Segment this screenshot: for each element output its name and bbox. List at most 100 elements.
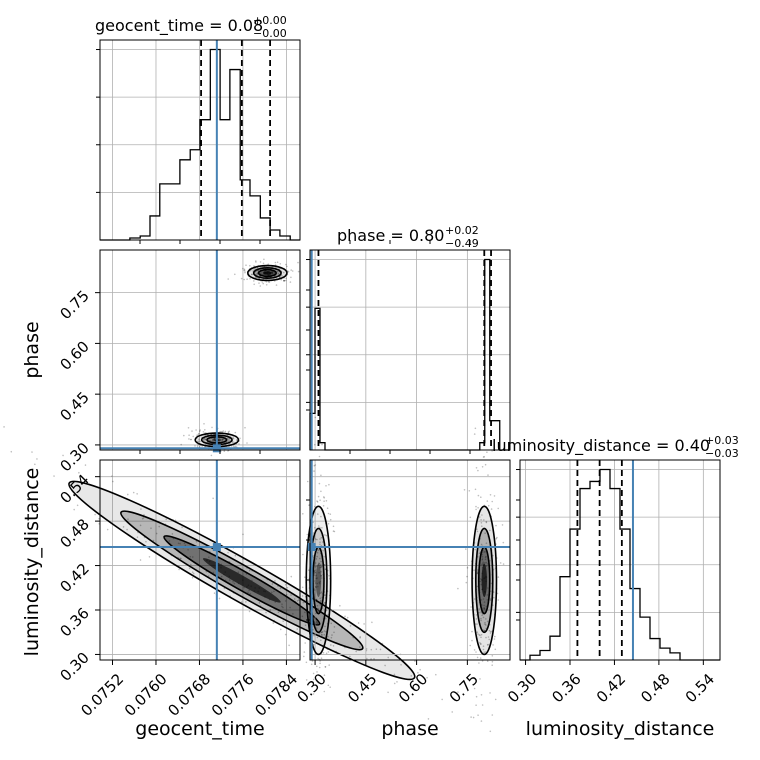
sample-point — [254, 276, 257, 279]
sample-point — [284, 583, 287, 586]
sample-point — [318, 571, 320, 574]
sample-point — [233, 582, 236, 585]
sample-point — [478, 516, 481, 518]
sample-point — [132, 491, 135, 494]
sample-point — [316, 604, 319, 607]
sample-point — [318, 455, 321, 458]
x-axis-label-luminosity-distance: luminosity_distance — [526, 718, 715, 740]
sample-point — [375, 648, 378, 650]
sample-point — [339, 604, 341, 607]
sample-point — [327, 684, 330, 687]
sample-point — [478, 662, 480, 664]
sample-point — [346, 616, 349, 619]
sample-point — [183, 434, 185, 437]
sample-point — [197, 440, 199, 442]
sample-point — [279, 628, 282, 631]
sample-point — [494, 648, 497, 651]
sample-point — [210, 454, 213, 457]
sample-point — [282, 271, 285, 274]
sample-point — [484, 463, 487, 466]
sample-point — [220, 439, 222, 442]
sample-point — [139, 524, 142, 527]
sample-point — [324, 568, 327, 570]
sample-point — [228, 579, 231, 581]
sample-point — [209, 439, 212, 442]
sample-point — [493, 638, 496, 640]
sample-point — [328, 574, 330, 577]
sample-point — [311, 660, 314, 662]
sample-point — [240, 601, 243, 603]
sample-point — [493, 596, 495, 599]
sample-point — [316, 636, 319, 639]
sample-point — [320, 515, 322, 518]
sample-point — [491, 655, 494, 657]
sample-point — [485, 521, 488, 524]
sample-point — [320, 633, 323, 636]
sample-point — [213, 439, 216, 441]
sample-point — [373, 657, 375, 660]
sample-point — [220, 430, 222, 433]
sample-point — [478, 611, 480, 614]
sample-point — [357, 622, 360, 624]
sample-point — [319, 543, 321, 546]
sample-point — [306, 533, 309, 536]
sample-point — [379, 648, 382, 651]
sample-point — [321, 631, 324, 633]
sample-point — [274, 580, 276, 582]
sample-point — [487, 504, 490, 507]
sample-point — [211, 426, 213, 429]
sample-point — [491, 500, 494, 503]
sample-point — [263, 258, 265, 261]
sample-point — [501, 524, 504, 526]
sample-point — [227, 437, 229, 440]
sample-point — [485, 636, 487, 639]
sample-point — [316, 622, 319, 624]
sample-point — [268, 281, 271, 283]
sample-point — [319, 660, 321, 662]
sample-point — [482, 616, 485, 619]
sample-point — [281, 605, 283, 608]
sample-point — [312, 555, 314, 557]
sample-point — [332, 530, 335, 532]
sample-point — [255, 260, 257, 262]
sample-point — [315, 612, 317, 615]
sample-point — [481, 553, 484, 556]
sample-point — [486, 594, 489, 596]
sample-point — [314, 571, 317, 574]
sample-point — [261, 281, 264, 283]
sample-point — [484, 629, 486, 632]
sample-point — [320, 566, 322, 568]
sample-point — [188, 438, 190, 440]
sample-point — [258, 602, 261, 604]
sample-point — [487, 636, 490, 638]
sample-point — [476, 585, 479, 588]
sample-point — [323, 633, 326, 636]
sample-point — [485, 561, 488, 564]
sample-point — [307, 600, 310, 602]
sample-point — [329, 686, 332, 688]
sample-point — [313, 588, 316, 590]
sample-point — [323, 564, 326, 566]
sample-point — [245, 264, 247, 267]
sample-point — [475, 508, 477, 511]
sample-point — [198, 446, 201, 448]
sample-point — [473, 598, 476, 600]
sample-point — [249, 592, 252, 595]
sample-point — [220, 575, 223, 578]
sample-point — [276, 271, 279, 273]
sample-point — [393, 673, 396, 676]
sample-point — [94, 513, 96, 516]
sample-point — [319, 564, 322, 566]
contour-level-0 — [315, 563, 322, 598]
sample-point — [327, 522, 330, 525]
sample-point — [484, 623, 486, 625]
sample-point — [243, 586, 245, 589]
sample-point — [211, 440, 214, 442]
sample-point — [315, 577, 318, 580]
sample-point — [465, 548, 467, 550]
sample-point — [319, 566, 322, 569]
sample-point — [282, 620, 284, 623]
sample-point — [286, 586, 289, 589]
sample-point — [148, 555, 151, 558]
sample-point — [477, 714, 479, 716]
